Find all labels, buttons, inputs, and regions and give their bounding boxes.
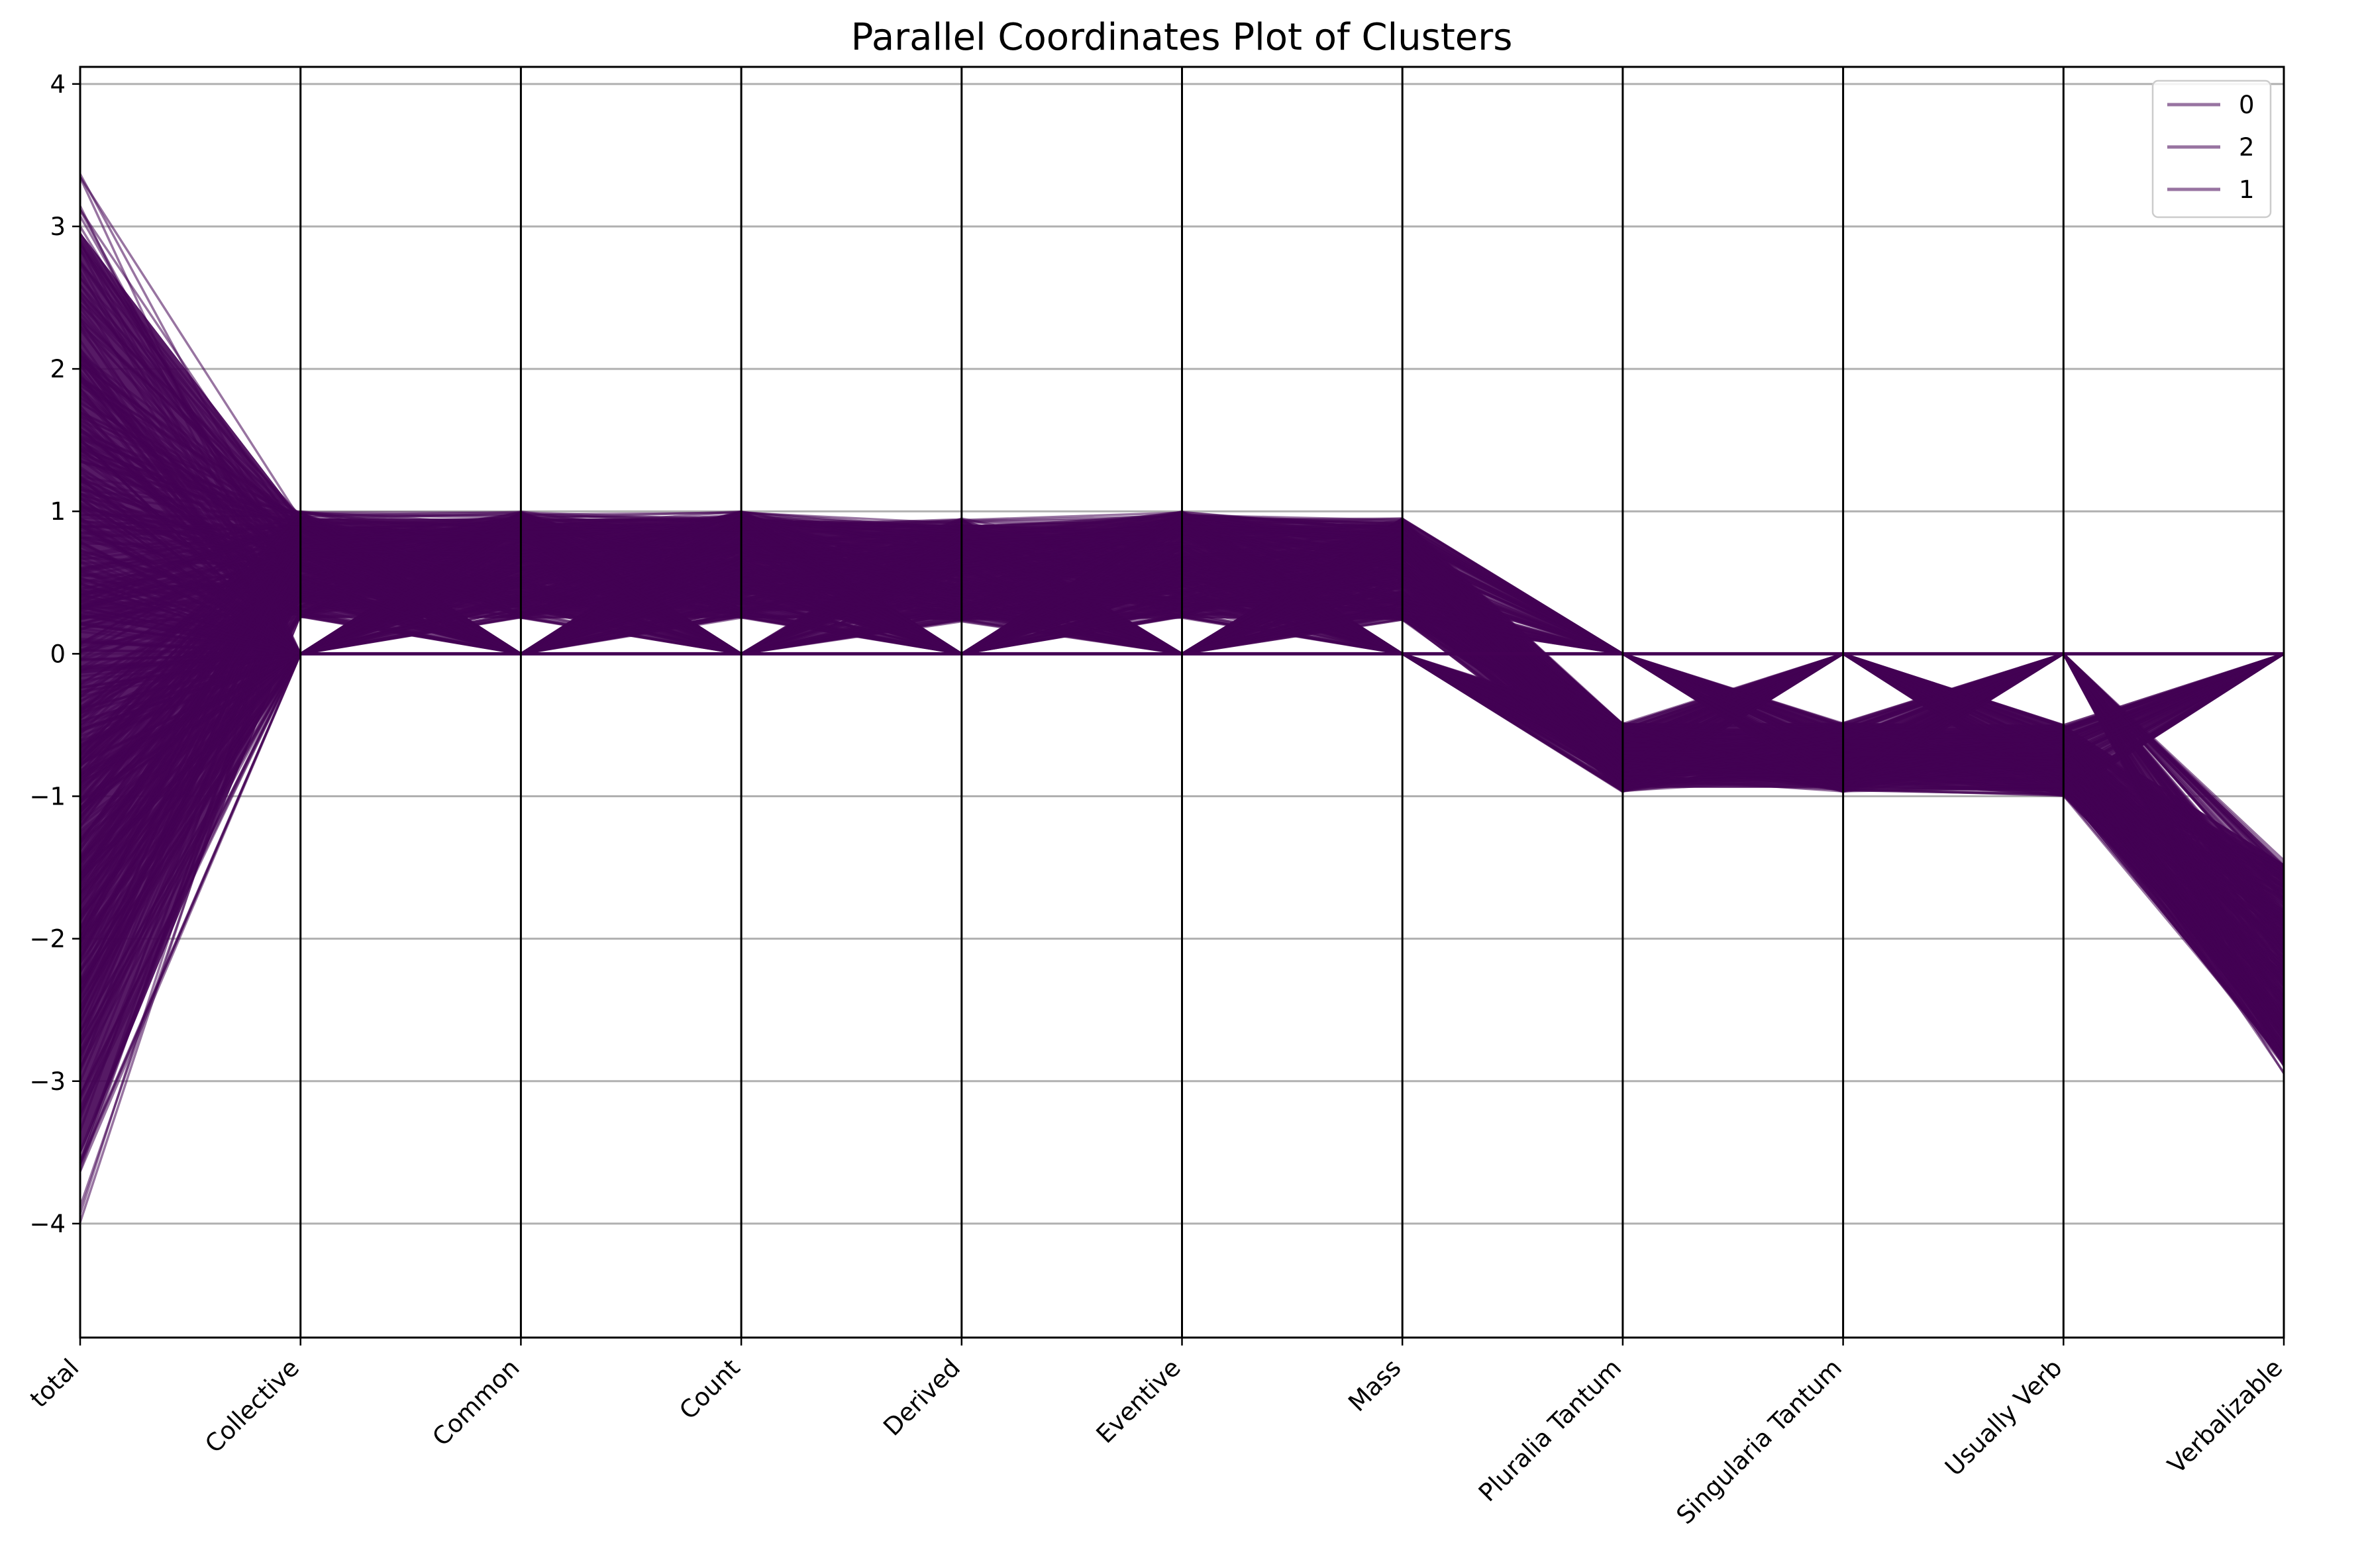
y-tick-label: −4: [29, 1210, 66, 1238]
legend-label: 0: [2239, 91, 2255, 119]
axes: [79, 66, 2285, 1346]
y-tick-label: −2: [29, 925, 66, 954]
legend-label: 1: [2239, 175, 2255, 204]
y-tick-label: −3: [29, 1067, 66, 1096]
legend-label: 2: [2239, 133, 2255, 162]
x-axis-label: Eventive: [1091, 1353, 1186, 1449]
x-axis-label: Verbalizable: [2162, 1353, 2288, 1479]
y-tick-label: 2: [50, 355, 66, 383]
x-axis-label: Derived: [878, 1353, 966, 1442]
y-tick-labels: −4 −3 −2 −1 0 1 2 3 4: [29, 70, 80, 1238]
plot-frame: [79, 66, 2285, 1339]
x-axis-label: total: [25, 1353, 84, 1413]
x-axis-label: Mass: [1343, 1353, 1406, 1417]
x-axis-labels: total Collective Common Count Derived Eventiv…: [25, 1353, 2288, 1530]
y-tick-label: 0: [50, 640, 66, 668]
legend-box: [2151, 79, 2272, 219]
x-axis-label: Pluralia Tantum: [1473, 1353, 1627, 1507]
y-tick-label: 3: [50, 213, 66, 241]
x-axis-label: Collective: [199, 1353, 305, 1459]
data-lines: [79, 173, 2285, 1223]
x-axis-label: Count: [674, 1353, 745, 1425]
y-tick-label: 4: [50, 70, 66, 99]
chart-title: Parallel Coordinates Plot of Clusters: [851, 16, 1513, 59]
y-tick-label: 1: [50, 497, 66, 526]
y-tick-label: −1: [29, 782, 66, 810]
x-axis-label: Singularia Tantum: [1671, 1353, 1847, 1530]
x-axis-label: Usually Verb: [1939, 1353, 2067, 1481]
x-axis-label: Common: [427, 1353, 525, 1451]
legend: 0 2 1: [2151, 79, 2272, 219]
